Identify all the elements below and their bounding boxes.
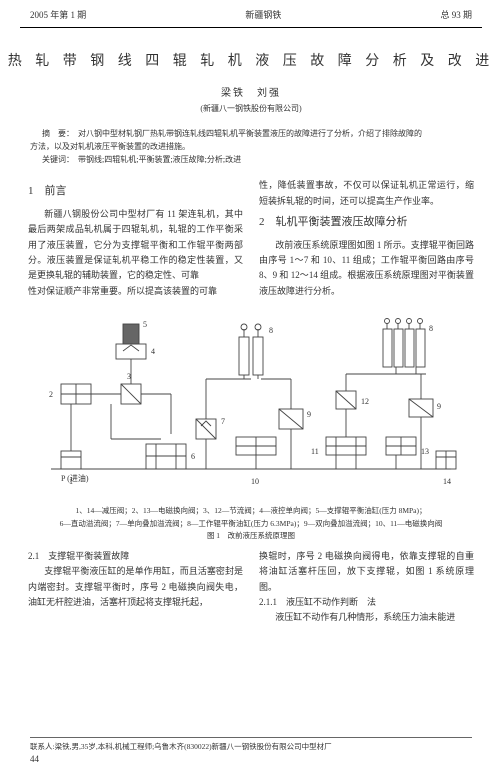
right-cont-p1: 换辊时，序号 2 电磁换向阀得电，依靠支撑辊的自重将油缸活塞杆压回，放下支撑辊，… [259, 549, 474, 595]
body-columns-upper: 1 前言 新疆八钢股份公司中型材厂有 11 架连轧机，其中最后两架成品轧机属于四… [0, 178, 502, 298]
sec21-para1: 支撑辊平衡液压缸的是单作用缸，而且活塞密封是内端密封。支撑辊平衡时，序号 2 电… [28, 564, 243, 610]
page-number: 44 [30, 754, 39, 764]
svg-text:7: 7 [221, 417, 225, 426]
page-header: 2005 年第 1 期 新疆钢铁 总 93 期 [0, 0, 502, 25]
affiliation: (新疆八一钢铁股份有限公司) [0, 103, 502, 114]
svg-text:5: 5 [143, 320, 147, 329]
svg-text:14: 14 [443, 477, 451, 486]
abstract-block: 摘 要： 对八钢中型材轧钢厂热轧带钢连轧线四辊轧机平衡装置液压的故障进行了分析，… [0, 128, 502, 166]
header-center: 新疆钢铁 [245, 8, 281, 21]
svg-text:P (进油): P (进油) [61, 473, 89, 483]
svg-text:11: 11 [311, 447, 319, 456]
caption-line1: 1、14—减压阀；2、13—电磁换向阀；3、12—节流阀；4—液控单向阀；5—支… [30, 505, 472, 518]
header-left: 2005 年第 1 期 [30, 8, 86, 21]
sec211-head: 2.1.1 液压缸不动作判断 法 [259, 595, 474, 610]
sec1-para2: 性对保证顺产非常重要。所以提高该装置的可靠 [28, 284, 243, 299]
caption-line2: 6—直动溢流阀；7—单向叠加溢流阀；8—工作辊平衡油缸(压力 6.3MPa)；9… [30, 518, 472, 531]
abstract-line2: 方法，以及对轧机液压平衡装置的改进措施。 [30, 141, 472, 154]
footer-contact: 联系人:梁铁,男,35岁,本科,机械工程师;乌鲁木齐(830022)新疆八一钢铁… [30, 737, 472, 752]
column-right-lower: 换辊时，序号 2 电磁换向阀得电，依靠支撑辊的自重将油缸活塞杆压回，放下支撑辊，… [259, 549, 474, 625]
figure-1: 1 2 3 4 5 [28, 309, 474, 499]
figure-caption: 1、14—减压阀；2、13—电磁换向阀；3、12—节流阀；4—液控单向阀；5—支… [0, 505, 502, 543]
svg-text:8: 8 [429, 324, 433, 333]
sec21-head: 2.1 支撑辊平衡装置故障 [28, 549, 243, 564]
header-right: 总 93 期 [440, 8, 472, 21]
header-rule [20, 27, 482, 28]
sec1-para1: 新疆八钢股份公司中型材厂有 11 架连轧机，其中最后两架成品轧机属于四辊轧机，轧… [28, 207, 243, 283]
svg-text:12: 12 [361, 397, 369, 406]
svg-text:6: 6 [191, 452, 195, 461]
svg-text:10: 10 [251, 477, 259, 486]
column-left-lower: 2.1 支撑辊平衡装置故障 支撑辊平衡液压缸的是单作用缸，而且活塞密封是内端密封… [28, 549, 243, 625]
abstract-line1: 摘 要： 对八钢中型材轧钢厂热轧带钢连轧线四辊轧机平衡装置液压的故障进行了分析，… [30, 128, 472, 141]
hydraulic-diagram: 1 2 3 4 5 [31, 309, 471, 499]
body-columns-lower: 2.1 支撑辊平衡装置故障 支撑辊平衡液压缸的是单作用缸，而且活塞密封是内端密封… [0, 549, 502, 625]
keywords: 关键词： 带钢线;四辊轧机;平衡装置;液压故障;分析;改进 [30, 154, 472, 167]
svg-text:9: 9 [437, 402, 441, 411]
svg-text:8: 8 [269, 326, 273, 335]
svg-text:2: 2 [49, 390, 53, 399]
sec2-para1: 改前液压系统原理图如图 1 所示。支撑辊平衡回路由序号 1～7 和 10、11 … [259, 238, 474, 299]
article-title: 热 轧 带 钢 线 四 辊 轧 机 液 压 故 障 分 析 及 改 进 [0, 50, 502, 70]
svg-text:13: 13 [421, 447, 429, 456]
sec2-head: 2 轧机平衡装置液压故障分析 [259, 213, 474, 232]
svg-text:4: 4 [151, 347, 155, 356]
svg-text:9: 9 [307, 410, 311, 419]
column-left: 1 前言 新疆八钢股份公司中型材厂有 11 架连轧机，其中最后两架成品轧机属于四… [28, 178, 243, 298]
column-right: 性，降低装置事故，不仅可以保证轧机正常运行，缩短装拆轧辊的时间，还可以提高生产作… [259, 178, 474, 298]
sec211-p1: 液压缸不动作有几种情形，系统压力油未能进 [259, 610, 474, 625]
sec1-cont: 性，降低装置事故，不仅可以保证轧机正常运行，缩短装拆轧辊的时间，还可以提高生产作… [259, 178, 474, 209]
svg-text:3: 3 [127, 372, 131, 381]
caption-line3: 图 1 改前液压系统原理图 [30, 530, 472, 543]
authors: 梁铁 刘强 [0, 84, 502, 99]
sec1-head: 1 前言 [28, 182, 243, 201]
